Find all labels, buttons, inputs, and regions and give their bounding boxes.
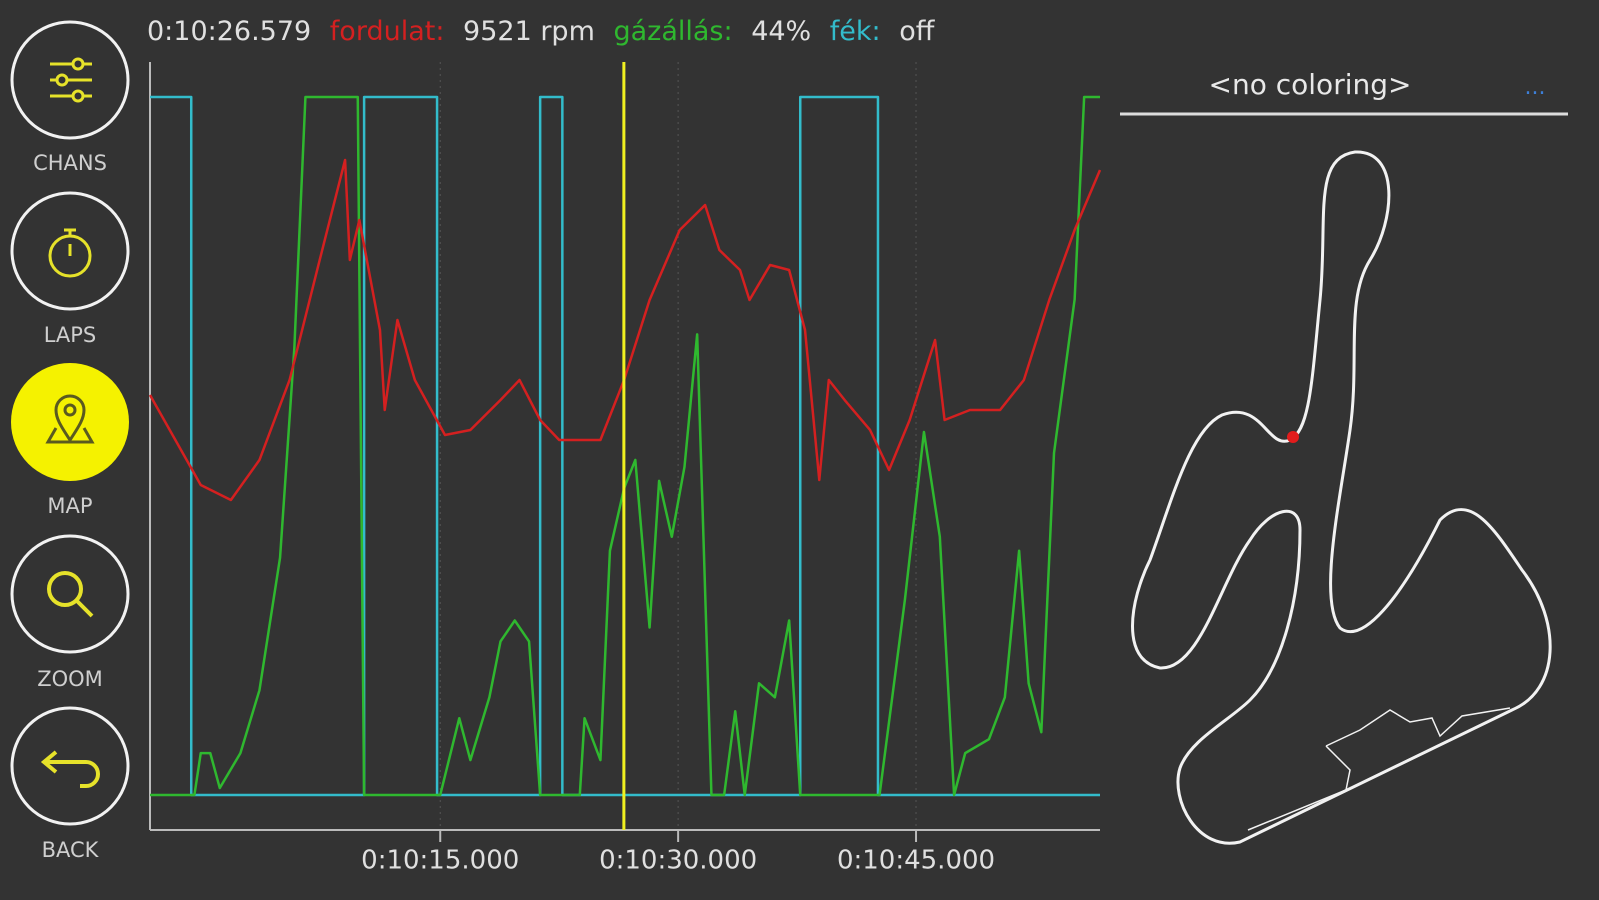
series-line	[150, 95, 1100, 797]
series-readout: off	[899, 16, 936, 47]
chans-button[interactable]: CHANS	[10, 20, 130, 175]
button-label: MAP	[47, 494, 92, 518]
position-marker	[1287, 431, 1299, 443]
plot: 0:10:15.000 0:10:30.000 0:10:45.000	[148, 62, 1102, 876]
back-button[interactable]: BACK	[10, 706, 130, 862]
coloring-selector[interactable]: <no coloring>	[1209, 68, 1412, 101]
series-readout: 44%	[751, 16, 811, 47]
series-name: gázállás:	[613, 16, 732, 47]
button-label: LAPS	[44, 323, 97, 347]
series-line	[150, 95, 1100, 797]
button-label: CHANS	[33, 151, 107, 175]
track-map	[1131, 150, 1552, 845]
series-readout: 9521 rpm	[463, 16, 595, 47]
series-line	[148, 158, 1102, 502]
menu-button[interactable]: ...	[1525, 75, 1546, 100]
x-tick-label: 0:10:45.000	[837, 846, 995, 876]
series-name: fék:	[830, 16, 881, 47]
series-name: fordulat:	[330, 16, 445, 47]
zoom-button[interactable]: ZOOM	[10, 534, 130, 691]
button-label: BACK	[42, 838, 100, 862]
button-label: ZOOM	[37, 667, 103, 691]
map-button[interactable]: MAP	[11, 363, 129, 518]
x-tick-label: 0:10:30.000	[599, 846, 757, 876]
cursor-time: 0:10:26.579	[147, 16, 311, 47]
readout: 0:10:26.579 fordulat: 9521 rpm gázállás:…	[147, 16, 936, 47]
laps-button[interactable]: LAPS	[10, 191, 130, 347]
x-tick-label: 0:10:15.000	[361, 846, 519, 876]
